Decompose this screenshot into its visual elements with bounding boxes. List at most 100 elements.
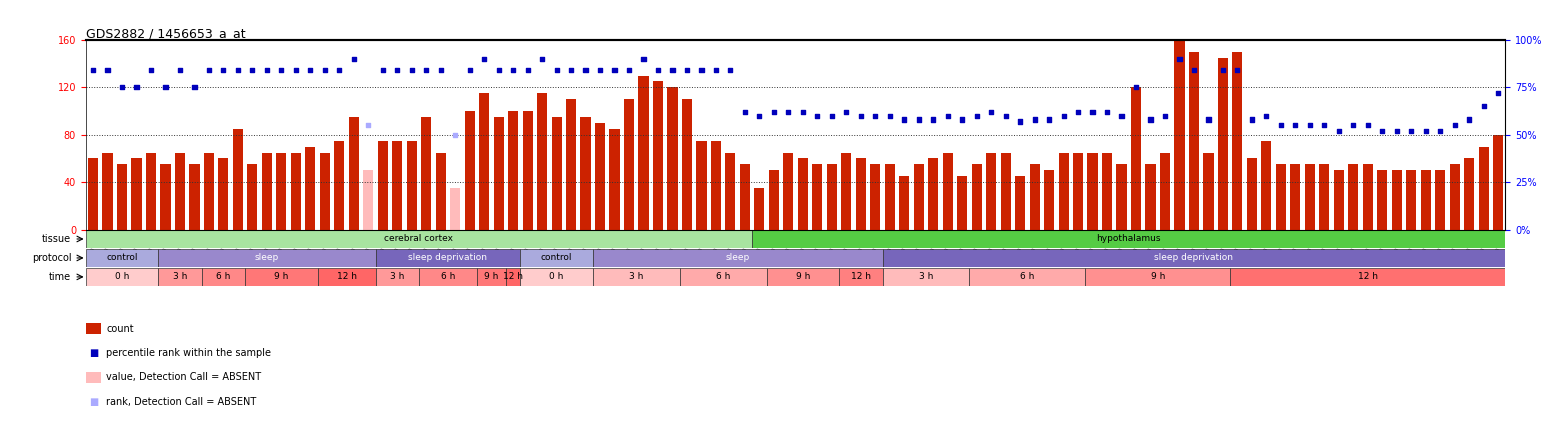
Bar xyxy=(885,164,895,230)
Point xyxy=(1065,108,1090,115)
Point xyxy=(515,67,540,74)
Bar xyxy=(755,188,764,230)
Point xyxy=(1298,122,1323,129)
Bar xyxy=(682,99,693,230)
Bar xyxy=(493,117,504,230)
Text: 9 h: 9 h xyxy=(484,273,499,281)
Text: 3 h: 3 h xyxy=(390,273,404,281)
Bar xyxy=(725,152,735,230)
Point xyxy=(1326,127,1351,135)
Point xyxy=(660,67,685,74)
Point xyxy=(630,56,655,63)
Bar xyxy=(477,268,505,286)
Point xyxy=(558,67,583,74)
Bar xyxy=(654,81,663,230)
Point xyxy=(342,56,367,63)
Text: value, Detection Call = ABSENT: value, Detection Call = ABSENT xyxy=(106,373,261,382)
Bar xyxy=(378,141,388,230)
Point xyxy=(298,67,323,74)
Point xyxy=(240,67,265,74)
Point xyxy=(312,67,337,74)
Point xyxy=(284,67,309,74)
Bar xyxy=(1117,164,1126,230)
Bar xyxy=(766,268,839,286)
Point xyxy=(326,67,351,74)
Bar xyxy=(376,249,521,267)
Bar xyxy=(752,230,1505,248)
Text: percentile rank within the sample: percentile rank within the sample xyxy=(106,348,271,358)
Bar xyxy=(1392,170,1402,230)
Bar xyxy=(1016,176,1025,230)
Bar xyxy=(1276,164,1285,230)
Bar xyxy=(1203,152,1214,230)
Text: 3 h: 3 h xyxy=(173,273,187,281)
Bar xyxy=(407,141,417,230)
Bar xyxy=(841,152,852,230)
Bar xyxy=(1131,87,1140,230)
Point xyxy=(877,112,902,119)
Point xyxy=(1080,108,1104,115)
Bar xyxy=(638,75,649,230)
Bar xyxy=(1290,164,1301,230)
Text: GDS2882 / 1456653_a_at: GDS2882 / 1456653_a_at xyxy=(86,27,245,40)
Point xyxy=(920,116,945,123)
Text: 0 h: 0 h xyxy=(115,273,129,281)
Bar xyxy=(883,268,969,286)
Bar xyxy=(392,141,402,230)
Text: 9 h: 9 h xyxy=(1151,273,1165,281)
Point xyxy=(950,116,975,123)
Text: sleep: sleep xyxy=(254,254,279,262)
Point xyxy=(1197,116,1221,123)
Point xyxy=(1370,127,1395,135)
Bar xyxy=(505,268,521,286)
Point xyxy=(863,112,888,119)
Bar xyxy=(1030,164,1039,230)
Bar xyxy=(593,249,883,267)
Point xyxy=(573,67,597,74)
Bar xyxy=(479,93,490,230)
Point xyxy=(1340,122,1367,129)
Bar xyxy=(813,164,822,230)
Bar xyxy=(1377,170,1387,230)
Bar xyxy=(1189,52,1200,230)
Bar xyxy=(376,268,420,286)
Text: 12 h: 12 h xyxy=(850,273,870,281)
Point xyxy=(1356,122,1381,129)
Point xyxy=(934,112,959,119)
Bar xyxy=(1348,164,1359,230)
Bar xyxy=(1479,147,1488,230)
Bar xyxy=(86,230,752,248)
Text: ■: ■ xyxy=(89,348,98,358)
Bar xyxy=(624,99,633,230)
Bar xyxy=(276,152,287,230)
Text: 9 h: 9 h xyxy=(796,273,810,281)
Bar xyxy=(435,152,446,230)
Point xyxy=(1211,67,1236,74)
Point xyxy=(544,67,569,74)
Bar xyxy=(318,268,376,286)
Bar xyxy=(420,268,477,286)
Bar xyxy=(201,268,245,286)
Bar xyxy=(797,159,808,230)
Bar xyxy=(161,164,170,230)
Bar xyxy=(839,268,883,286)
Bar xyxy=(1000,152,1011,230)
Bar xyxy=(158,268,201,286)
Text: cerebral cortex: cerebral cortex xyxy=(384,234,454,243)
Point xyxy=(892,116,917,123)
Point xyxy=(704,67,729,74)
Bar xyxy=(969,268,1086,286)
Point xyxy=(356,122,381,129)
Point xyxy=(1457,116,1482,123)
Point xyxy=(674,67,699,74)
Bar xyxy=(262,152,271,230)
Bar xyxy=(827,164,836,230)
Bar xyxy=(610,129,619,230)
Point xyxy=(791,108,816,115)
Point xyxy=(1413,127,1438,135)
Bar xyxy=(914,164,924,230)
Point xyxy=(978,108,1003,115)
Text: 6 h: 6 h xyxy=(441,273,456,281)
Point xyxy=(1181,67,1206,74)
Point xyxy=(964,112,989,119)
